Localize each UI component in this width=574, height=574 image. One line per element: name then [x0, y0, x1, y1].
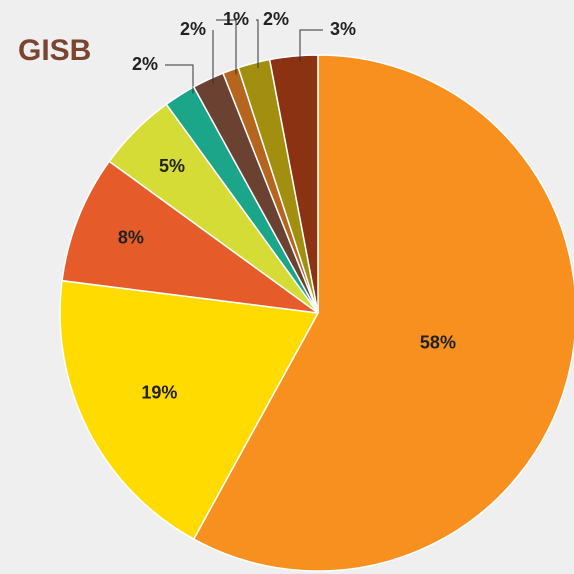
data-label: 2% [263, 9, 289, 29]
data-label: 1% [223, 9, 249, 29]
pie-slice [59, 279, 320, 541]
data-label: 5% [159, 156, 185, 176]
data-label: 19% [141, 383, 177, 403]
data-label: 8% [118, 228, 144, 248]
leader-line [165, 64, 194, 94]
data-label: 2% [132, 54, 158, 74]
leader-line [299, 29, 323, 62]
data-label: 2% [180, 19, 206, 39]
leader-line [256, 19, 259, 69]
leader-line [216, 19, 237, 75]
chart-title: GISB [18, 34, 91, 67]
pie-slice [61, 160, 319, 314]
data-label: 3% [330, 19, 356, 39]
data-label: 58% [420, 333, 456, 353]
pie-slice [192, 54, 574, 572]
pie-slice [268, 54, 319, 314]
